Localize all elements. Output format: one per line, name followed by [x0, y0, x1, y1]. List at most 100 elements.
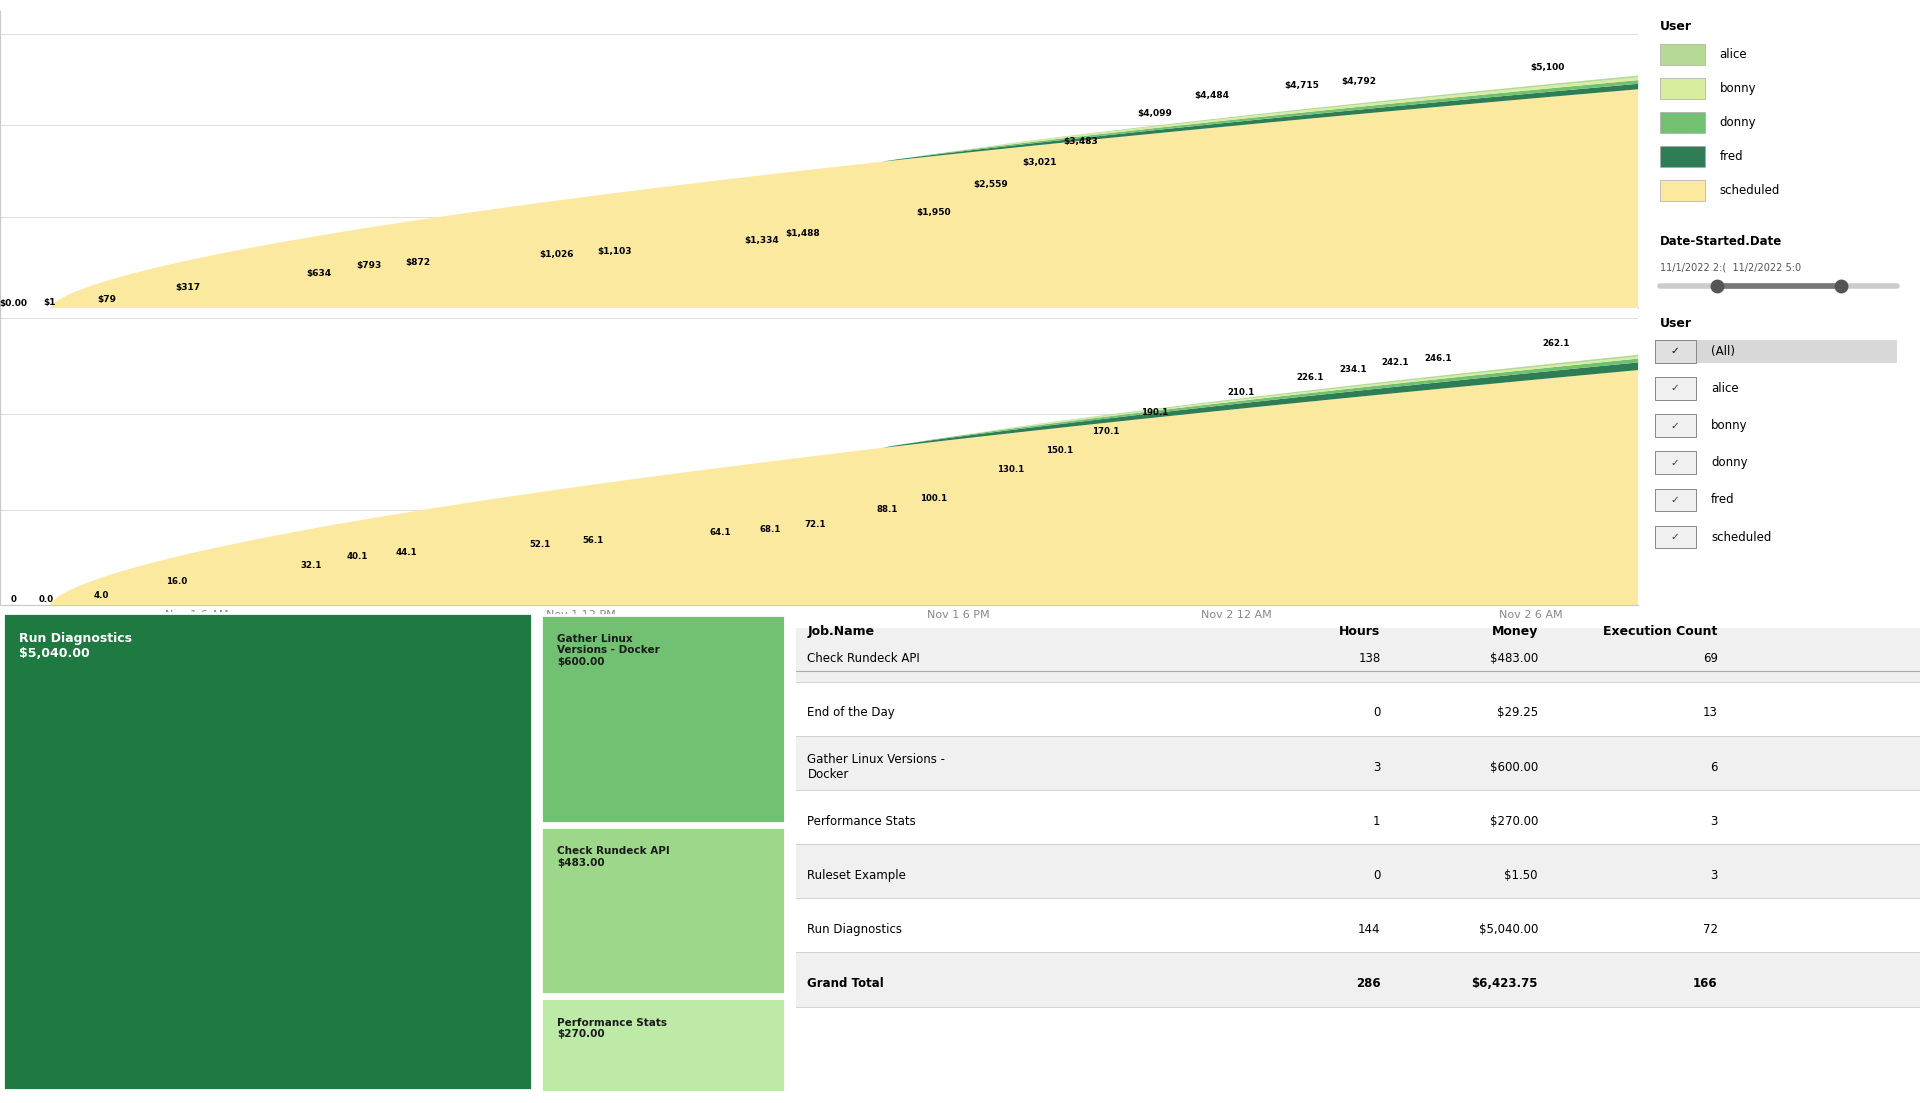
FancyBboxPatch shape [1661, 78, 1705, 98]
Bar [541, 998, 785, 1092]
FancyBboxPatch shape [1661, 181, 1705, 201]
Text: 16.0: 16.0 [167, 577, 188, 587]
Text: $4,099: $4,099 [1137, 109, 1171, 118]
Text: $4,484: $4,484 [1194, 92, 1229, 100]
Text: 130.1: 130.1 [996, 465, 1023, 474]
Text: 11/1/2022 2:(  11/2/2022 5:0: 11/1/2022 2:( 11/2/2022 5:0 [1661, 263, 1801, 272]
Text: $3,021: $3,021 [1023, 159, 1058, 168]
Text: scheduled: scheduled [1720, 184, 1780, 197]
Text: 72.1: 72.1 [804, 520, 826, 528]
Text: $79: $79 [96, 295, 115, 303]
Text: Check Rundeck API: Check Rundeck API [808, 652, 920, 665]
Text: User: User [1661, 20, 1692, 33]
Text: 32.1: 32.1 [300, 561, 323, 570]
Text: 246.1: 246.1 [1425, 354, 1452, 363]
Text: Execution Count: Execution Count [1603, 625, 1718, 639]
Text: 3: 3 [1373, 761, 1380, 773]
Text: bonny: bonny [1720, 82, 1757, 95]
Text: $1,103: $1,103 [597, 247, 632, 256]
Text: donny: donny [1711, 457, 1747, 469]
Text: ✓: ✓ [1670, 532, 1680, 542]
Text: 210.1: 210.1 [1227, 388, 1256, 397]
FancyBboxPatch shape [1655, 340, 1695, 363]
Text: Grand Total: Grand Total [808, 977, 885, 990]
FancyBboxPatch shape [1661, 113, 1705, 132]
Text: $270.00: $270.00 [1490, 815, 1538, 827]
Text: $4,715: $4,715 [1284, 81, 1319, 89]
Text: 166: 166 [1693, 977, 1718, 990]
Text: 44.1: 44.1 [396, 547, 417, 557]
Text: $600.00: $600.00 [1490, 761, 1538, 773]
Text: ✓: ✓ [1670, 384, 1680, 394]
Text: End of the Day: End of the Day [808, 706, 895, 719]
Text: Gather Linux Versions -
Docker: Gather Linux Versions - Docker [808, 753, 945, 781]
Text: ✓: ✓ [1670, 346, 1680, 356]
Text: 0: 0 [1373, 706, 1380, 719]
Bar [797, 736, 1920, 790]
Text: ✓: ✓ [1670, 495, 1680, 505]
Text: fred: fred [1720, 150, 1743, 163]
Text: 286: 286 [1356, 977, 1380, 990]
Text: $1,950: $1,950 [916, 207, 950, 217]
Text: 226.1: 226.1 [1296, 373, 1323, 382]
Text: $2,559: $2,559 [973, 180, 1008, 189]
Text: 72: 72 [1703, 923, 1718, 936]
FancyBboxPatch shape [1661, 147, 1705, 167]
Text: 64.1: 64.1 [710, 528, 732, 537]
Text: 234.1: 234.1 [1338, 365, 1367, 374]
Text: 69: 69 [1703, 652, 1718, 665]
FancyBboxPatch shape [1655, 526, 1695, 548]
Text: 40.1: 40.1 [346, 553, 369, 561]
Text: User: User [1661, 318, 1692, 330]
Text: 13: 13 [1703, 706, 1718, 719]
Text: (All): (All) [1711, 345, 1736, 357]
Text: $6,423.75: $6,423.75 [1471, 977, 1538, 990]
Text: $793: $793 [355, 261, 380, 270]
Text: 0: 0 [1373, 869, 1380, 881]
Text: $634: $634 [307, 269, 332, 278]
Text: Check Rundeck API
$483.00: Check Rundeck API $483.00 [557, 846, 670, 868]
Text: 1: 1 [1373, 815, 1380, 827]
Text: 262.1: 262.1 [1542, 339, 1569, 347]
Bar [797, 952, 1920, 1007]
Text: Hours: Hours [1340, 625, 1380, 639]
Text: $5,100: $5,100 [1530, 63, 1565, 73]
Text: 0.0: 0.0 [38, 595, 54, 603]
Bar [797, 682, 1920, 736]
Text: $1.50: $1.50 [1505, 869, 1538, 881]
Text: $4,792: $4,792 [1342, 77, 1377, 86]
Text: Date-Started.Date: Date-Started.Date [1661, 235, 1782, 248]
Text: 144: 144 [1357, 923, 1380, 936]
Text: 52.1: 52.1 [530, 539, 551, 549]
FancyBboxPatch shape [1655, 451, 1695, 474]
Text: $29.25: $29.25 [1498, 706, 1538, 719]
Bar [797, 844, 1920, 898]
Text: 138: 138 [1357, 652, 1380, 665]
Text: 3: 3 [1711, 869, 1718, 881]
Text: $0.00: $0.00 [0, 299, 27, 308]
Text: 170.1: 170.1 [1092, 427, 1119, 436]
Bar [797, 628, 1920, 682]
Text: Ruleset Example: Ruleset Example [808, 869, 906, 881]
Text: Job.Name: Job.Name [808, 625, 876, 639]
Text: $317: $317 [177, 282, 202, 292]
Text: scheduled: scheduled [1711, 531, 1772, 544]
Bar [541, 827, 785, 995]
Text: 0: 0 [10, 596, 15, 604]
Text: 100.1: 100.1 [920, 494, 947, 503]
Bar [797, 790, 1920, 844]
FancyBboxPatch shape [1655, 415, 1695, 437]
Text: bonny: bonny [1711, 419, 1747, 432]
Text: Performance Stats: Performance Stats [808, 815, 916, 827]
Bar [797, 898, 1920, 952]
Text: $483.00: $483.00 [1490, 652, 1538, 665]
Text: Run Diagnostics
$5,040.00: Run Diagnostics $5,040.00 [19, 632, 132, 660]
Text: ✓: ✓ [1670, 458, 1680, 468]
Text: Performance Stats
$270.00: Performance Stats $270.00 [557, 1017, 666, 1039]
Text: 242.1: 242.1 [1382, 357, 1409, 366]
Text: Run Diagnostics: Run Diagnostics [808, 923, 902, 936]
Text: $1,334: $1,334 [745, 236, 780, 245]
Text: 4.0: 4.0 [94, 591, 109, 600]
Text: ✓: ✓ [1670, 420, 1680, 430]
Text: alice: alice [1711, 382, 1740, 395]
